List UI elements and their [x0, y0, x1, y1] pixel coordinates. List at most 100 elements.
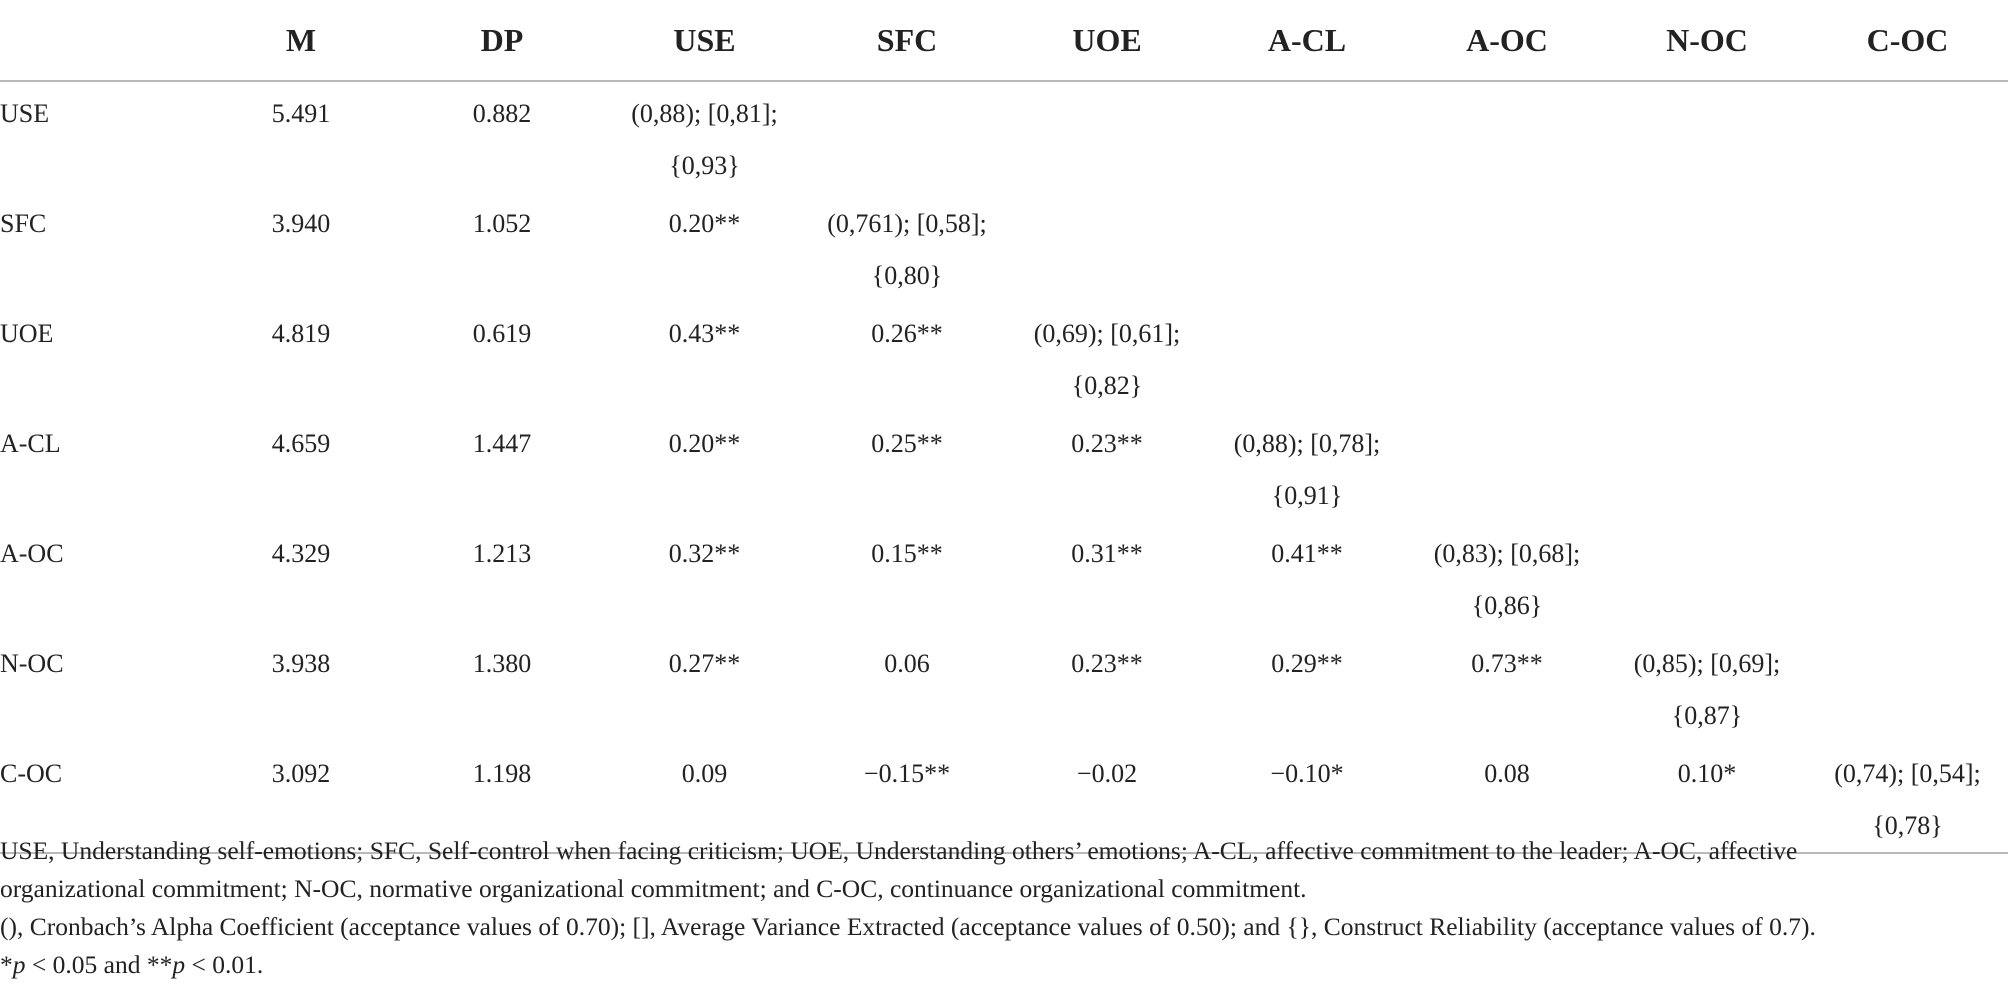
cell-n-oc — [1607, 192, 1807, 302]
cell-std-dev: 1.052 — [472, 209, 532, 238]
cell-use: 0.32** — [602, 522, 807, 632]
cell-sfc: 0.26** — [807, 302, 1007, 412]
cell-a-oc — [1407, 412, 1607, 522]
cell-a-cl — [1207, 81, 1407, 192]
cell-value-line1: 0.41** — [1271, 539, 1343, 568]
cell-a-cl: 0.41** — [1207, 522, 1407, 632]
cell-c-oc: (0,74); [0,54]; {0,78} — [1807, 742, 2008, 854]
cell-n-oc: 0.10* — [1607, 742, 1807, 854]
cell-uoe: 0.23** — [1007, 632, 1207, 742]
cell-value-line2: {0,87} — [1671, 701, 1743, 730]
footnote-abbreviations-line2: organizational commitment; N-OC, normati… — [0, 874, 1307, 903]
cell-use: 0.43** — [602, 302, 807, 412]
table-row: A-OC 4.329 1.213 0.32** 0.15** 0.31** 0.41** (0… — [0, 522, 2008, 632]
cell-value-line2: {0,86} — [1471, 591, 1543, 620]
cell-value-line1: (0,83); [0,68]; — [1433, 539, 1581, 568]
cell-c-oc — [1807, 522, 2008, 632]
cell-mean: 4.659 — [271, 429, 331, 458]
cell-mean: 3.938 — [271, 649, 331, 678]
cell-value-line1: 0.43** — [668, 319, 741, 348]
cell-value-line1: 0.29** — [1271, 649, 1343, 678]
cell-value-line2: {0,78} — [1872, 811, 1943, 840]
header-cell-uoe: UOE — [1007, 0, 1207, 82]
cell-value-line1: 0.15** — [871, 539, 943, 568]
cell-value-line1: (0,74); [0,54]; — [1834, 759, 1981, 788]
cell-value-line2: {0,82} — [1071, 371, 1143, 400]
cell-n-oc — [1607, 412, 1807, 522]
row-label: A-OC — [0, 539, 64, 568]
cell-sfc — [807, 81, 1007, 192]
table-row: USE 5.491 0.882 (0,88); [0,81]; {0,93} — [0, 81, 2008, 192]
cell-std-dev: 1.447 — [472, 429, 532, 458]
cell-value-line1: (0,69); [0,61]; — [1033, 319, 1181, 348]
significance-end-text: < 0.01. — [185, 950, 264, 979]
cell-c-oc — [1807, 632, 2008, 742]
cell-n-oc — [1607, 302, 1807, 412]
cell-uoe: 0.31** — [1007, 522, 1207, 632]
cell-a-oc — [1407, 81, 1607, 192]
cell-value-line2: {0,91} — [1271, 481, 1343, 510]
cell-a-cl — [1207, 302, 1407, 412]
cell-std-dev: 0.619 — [472, 319, 532, 348]
cell-uoe: 0.23** — [1007, 412, 1207, 522]
header-cell-c-oc: C-OC — [1807, 0, 2008, 82]
correlation-table: M DP USE SFC UOE A-CL A-OC N-OC C-OC USE… — [0, 0, 2008, 854]
cell-a-cl: 0.29** — [1207, 632, 1407, 742]
footnote-legend: (), Cronbach’s Alpha Coefficient (accept… — [0, 912, 1816, 941]
cell-n-oc — [1607, 81, 1807, 192]
table-row: SFC 3.940 1.052 0.20** (0,761); [0,58]; {0,80… — [0, 192, 2008, 302]
cell-value-line1: 0.32** — [668, 539, 741, 568]
cell-value-line1: (0,88); [0,78]; — [1233, 429, 1381, 458]
cell-use: 0.27** — [602, 632, 807, 742]
cell-mean: 4.819 — [271, 319, 331, 348]
cell-value-line1: 0.23** — [1071, 429, 1143, 458]
cell-value-line1: 0.31** — [1071, 539, 1143, 568]
cell-a-oc: 0.08 — [1407, 742, 1607, 854]
cell-value-line1: (0,88); [0,81]; — [631, 99, 778, 128]
cell-a-cl: −0.10* — [1207, 742, 1407, 854]
cell-value-line1: 0.06 — [884, 649, 930, 678]
significance-p-1: p — [12, 950, 26, 979]
cell-a-oc — [1407, 302, 1607, 412]
table-row: C-OC 3.092 1.198 0.09 −0.15** −0.02 −0.10* 0.08… — [0, 742, 2008, 854]
row-label: UOE — [0, 319, 54, 348]
cell-value-line1: 0.20** — [668, 429, 741, 458]
cell-c-oc — [1807, 412, 2008, 522]
significance-p-2: p — [172, 950, 186, 979]
cell-value-line1: (0,761); [0,58]; — [827, 209, 987, 238]
header-cell-m: M — [200, 0, 402, 82]
table-header: M DP USE SFC UOE A-CL A-OC N-OC C-OC — [0, 0, 2008, 82]
cell-c-oc — [1807, 81, 2008, 192]
significance-star-single: * — [0, 950, 13, 979]
footnote-abbreviations-line1: USE, Understanding self-emotions; SFC, S… — [0, 836, 1798, 865]
cell-value-line1: −0.10* — [1270, 759, 1344, 788]
cell-value-line1: 0.20** — [668, 209, 741, 238]
table-row: UOE 4.819 0.619 0.43** 0.26** (0,69); [0,61];… — [0, 302, 2008, 412]
cell-value-line1: (0,85); [0,69]; — [1633, 649, 1781, 678]
cell-std-dev: 0.882 — [472, 99, 532, 128]
table-body: USE 5.491 0.882 (0,88); [0,81]; {0,93} SFC 3.9… — [0, 81, 2008, 854]
cell-value-line2: {0,80} — [871, 261, 943, 290]
table-footnotes: USE, Understanding self-emotions; SFC, S… — [0, 832, 2000, 984]
header-cell-sfc: SFC — [807, 0, 1007, 82]
cell-use: (0,88); [0,81]; {0,93} — [602, 81, 807, 192]
cell-c-oc — [1807, 192, 2008, 302]
cell-uoe — [1007, 192, 1207, 302]
row-label: USE — [0, 99, 50, 128]
cell-a-oc — [1407, 192, 1607, 302]
cell-value-line1: 0.09 — [681, 759, 728, 788]
header-cell-dp: DP — [402, 0, 602, 82]
cell-std-dev: 1.198 — [402, 742, 602, 854]
cell-value-line1: 0.26** — [871, 319, 943, 348]
cell-uoe: −0.02 — [1007, 742, 1207, 854]
footnote-significance: *p < 0.05 and **p < 0.01. — [0, 946, 2000, 984]
cell-mean: 3.940 — [271, 209, 331, 238]
cell-uoe: (0,69); [0,61]; {0,82} — [1007, 302, 1207, 412]
cell-sfc: −0.15** — [807, 742, 1007, 854]
cell-value-line1: 0.73** — [1471, 649, 1543, 678]
significance-mid-text: < 0.05 and ** — [25, 950, 173, 979]
header-row: M DP USE SFC UOE A-CL A-OC N-OC C-OC — [0, 0, 2008, 82]
cell-uoe — [1007, 81, 1207, 192]
cell-value-line1: 0.23** — [1071, 649, 1143, 678]
